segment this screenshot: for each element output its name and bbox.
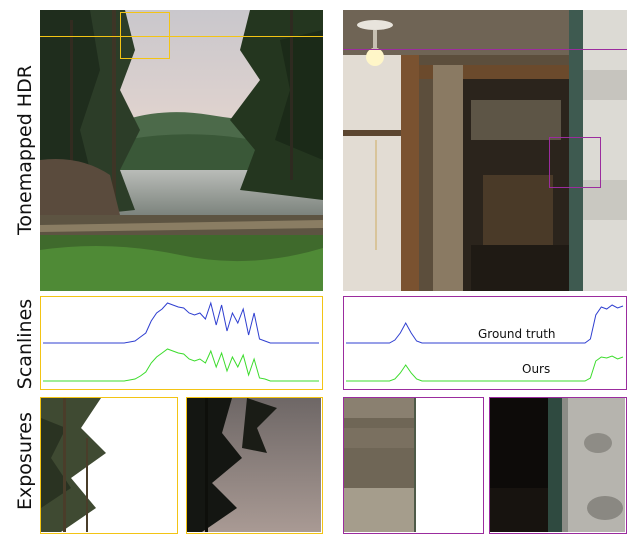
purple-scanline-marker bbox=[343, 49, 627, 50]
purple-crop-box bbox=[549, 137, 601, 188]
scanline-plot-right: Ground truth Ours bbox=[343, 296, 627, 390]
exposure-right-dark bbox=[489, 397, 627, 534]
scanline-plot-left bbox=[40, 296, 323, 390]
series-line-ours bbox=[346, 355, 624, 382]
hdr-image-interior bbox=[343, 10, 627, 291]
row-label-tonemapped-hdr: Tonemapped HDR bbox=[14, 65, 36, 235]
legend-ground-truth: Ground truth bbox=[478, 327, 556, 341]
row-label-scanlines: Scanlines bbox=[14, 298, 36, 390]
legend-ours: Ours bbox=[522, 362, 550, 376]
series-line-ground-truth bbox=[346, 304, 624, 344]
row-label-exposures: Exposures bbox=[14, 412, 36, 510]
exposure-left-bright bbox=[40, 397, 178, 534]
series-line-ground-truth bbox=[43, 301, 319, 344]
exposure-left-dark bbox=[186, 397, 323, 534]
exposure-right-bright bbox=[343, 397, 484, 534]
yellow-scanline-marker bbox=[40, 36, 323, 37]
hdr-image-forest bbox=[40, 10, 323, 291]
series-line-ours bbox=[43, 348, 319, 382]
yellow-crop-box bbox=[120, 12, 170, 59]
